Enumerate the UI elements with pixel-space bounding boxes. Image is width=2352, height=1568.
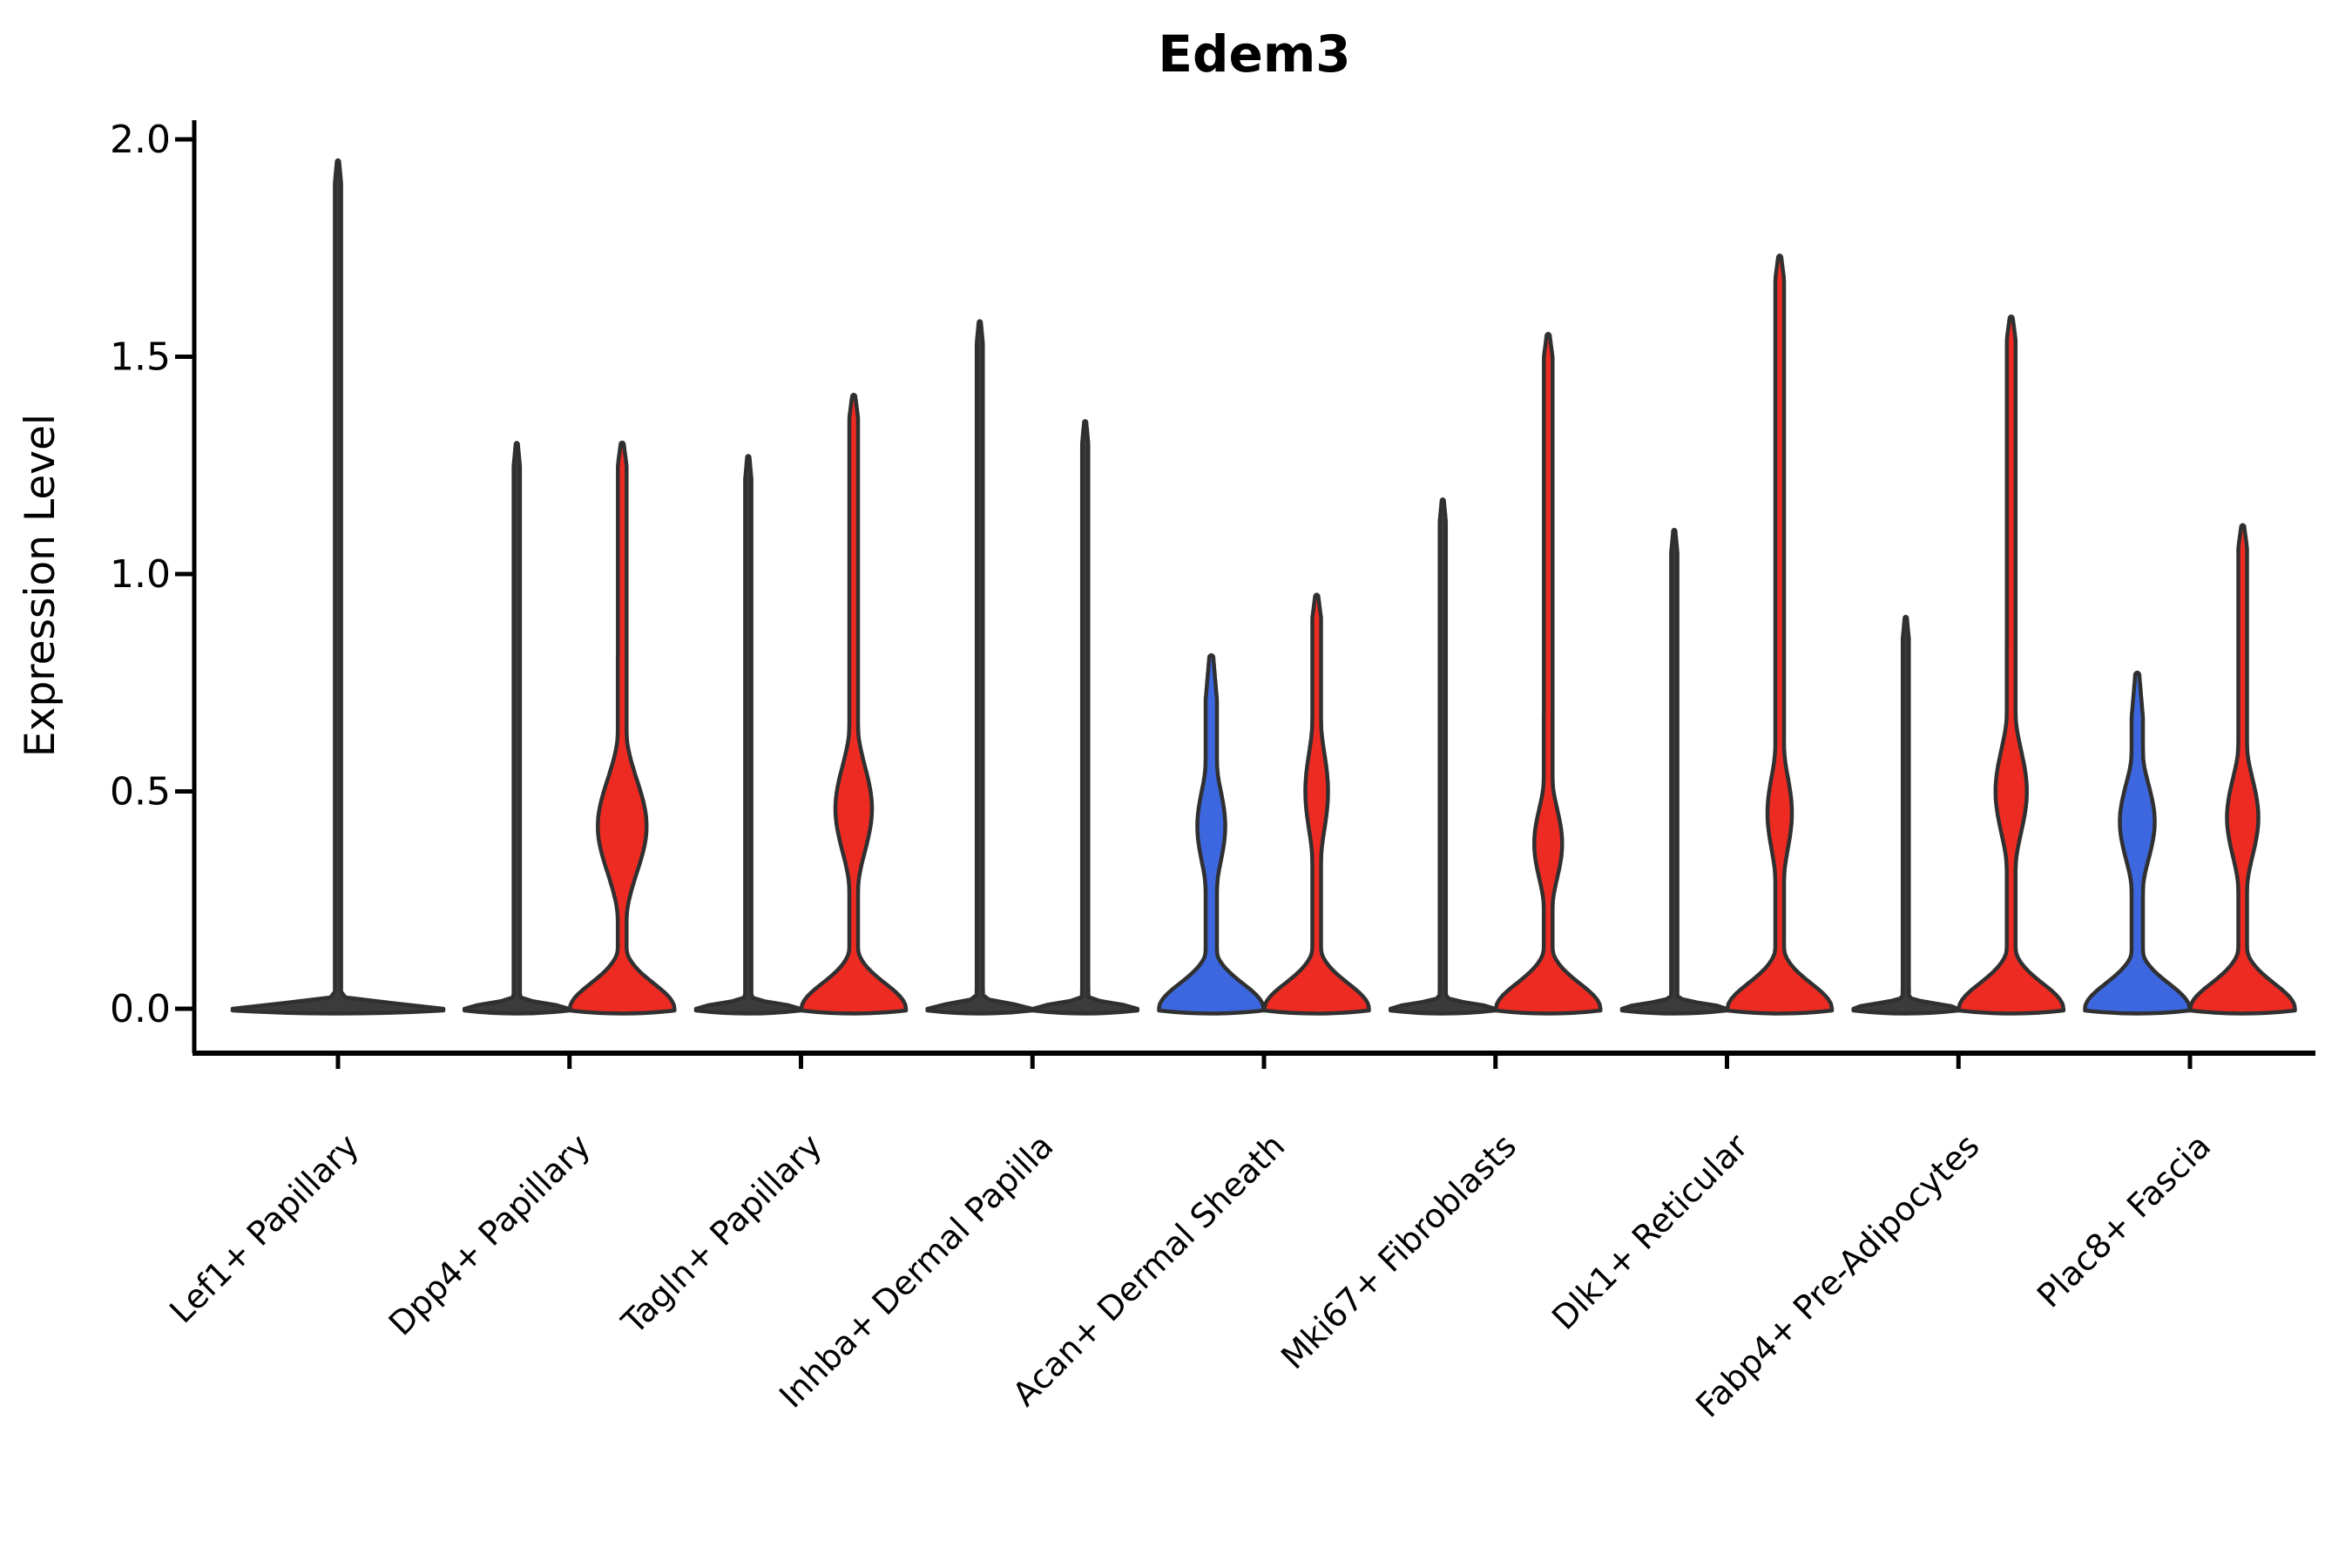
violin-tagln-papillary-g1 (799, 392, 909, 1016)
violin-tagln-papillary-g0 (693, 454, 803, 1016)
violin-acan-dermal-sheath-g1 (1262, 592, 1371, 1016)
violin-fabp4-pre-adipocytes-g1 (1957, 314, 2066, 1016)
xtick-labels: Lef1+ Papillary Dpp4+ Papillary Tagln+ Pap… (162, 1126, 2218, 1425)
violins-layer (230, 158, 2297, 1016)
y-tick-label-1.5: 1.5 (110, 335, 171, 380)
x-tick-label-inhba-dermal-papilla: Inhba+ Dermal Papilla (772, 1126, 1061, 1416)
x-tick-label-lef1-papillary: Lef1+ Papillary (162, 1126, 366, 1330)
ytick-labels: 2.0 1.5 1.0 0.5 0.0 (110, 118, 171, 1031)
x-tick-label-mki67-fibroblasts: Mki67+ Fibroblasts (1274, 1126, 1524, 1376)
violin-plac8-fascia-g1 (2188, 523, 2297, 1016)
x-tick-label-dpp4-papillary: Dpp4+ Papillary (382, 1126, 598, 1342)
y-tick-label-0.5: 0.5 (110, 770, 171, 814)
violin-dlk1-reticular-g0 (1619, 527, 1729, 1016)
y-tick-label-1.0: 1.0 (110, 552, 171, 597)
y-tick-label-0.0: 0.0 (110, 987, 171, 1031)
violin-dpp4-papillary-g0 (462, 441, 571, 1016)
violin-mki67-fibroblasts-g0 (1388, 497, 1497, 1016)
x-tick-label-acan-dermal-sheath: Acan+ Dermal Sheath (1005, 1126, 1292, 1413)
violin-mki67-fibroblasts-g1 (1493, 331, 1603, 1016)
violin-inhba-dermal-papilla-g1 (1031, 419, 1140, 1016)
violin-dpp4-papillary-g1 (567, 440, 677, 1016)
x-tick-label-dlk1-reticular: Dlk1+ Reticular (1544, 1126, 1755, 1337)
violin-acan-dermal-sheath-g0 (1157, 652, 1266, 1016)
axes-layer (175, 120, 2315, 1069)
x-tick-label-plac8-fascia: Plac8+ Fascia (2030, 1126, 2218, 1315)
violin-fabp4-pre-adipocytes-g0 (1851, 614, 1961, 1016)
y-tick-label-2.0: 2.0 (110, 118, 171, 162)
violin-inhba-dermal-papilla-g0 (925, 319, 1035, 1016)
y-axis-label: Expression Level (17, 414, 64, 757)
x-tick-label-tagln-papillary: Tagln+ Papillary (614, 1126, 829, 1342)
chart-title: Edem3 (1158, 24, 1350, 84)
violin-lef1-papillary-g0 (230, 158, 446, 1016)
violin-dlk1-reticular-g1 (1725, 253, 1835, 1016)
violin-plac8-fascia-g0 (2083, 670, 2192, 1016)
